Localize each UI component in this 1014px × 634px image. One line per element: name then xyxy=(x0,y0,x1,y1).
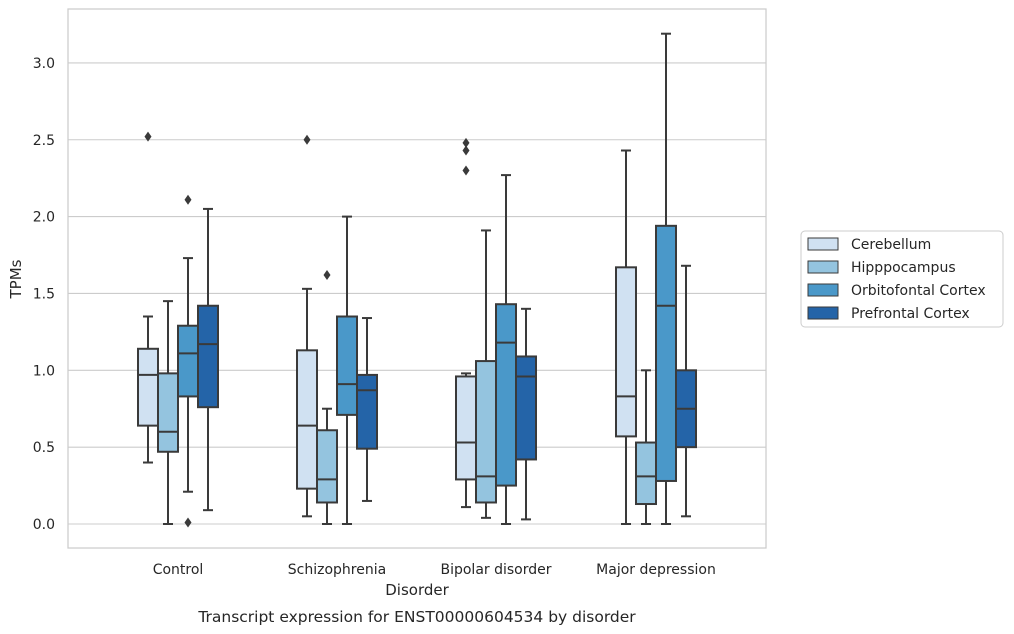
plot-frame xyxy=(67,8,767,549)
box-hipppocampus-2 xyxy=(475,229,497,519)
outlier-point xyxy=(144,131,152,142)
box-body xyxy=(157,372,179,453)
box-orbitofontal-cortex-3 xyxy=(655,32,677,525)
box-prefrontal-cortex-0 xyxy=(197,207,219,512)
legend-swatch xyxy=(807,260,839,274)
box-body xyxy=(296,349,318,490)
legend-label: Prefrontal Cortex xyxy=(851,306,970,322)
box-hipppocampus-0 xyxy=(157,300,179,525)
y-tick-label: 0.0 xyxy=(33,517,55,533)
box-body xyxy=(455,375,477,481)
x-tick-label: Bipolar disorder xyxy=(440,562,551,578)
box-orbitofontal-cortex-0 xyxy=(177,194,199,528)
box-orbitofontal-cortex-1 xyxy=(336,215,358,525)
outlier-point xyxy=(184,194,192,205)
legend-label: Orbitofontal Cortex xyxy=(851,283,986,299)
legend-label: Hipppocampus xyxy=(851,260,956,276)
y-tick-label: 0.5 xyxy=(33,440,55,456)
box-prefrontal-cortex-2 xyxy=(515,307,537,521)
x-tick-label: Control xyxy=(153,562,204,578)
box-body xyxy=(635,441,657,506)
box-body xyxy=(177,324,199,398)
outlier-point xyxy=(462,165,470,176)
chart-caption: Transcript expression for ENST0000060453… xyxy=(197,608,636,626)
x-axis: Control Schizophrenia Bipolar disorder Majo… xyxy=(153,562,716,578)
legend-swatch xyxy=(807,283,839,297)
x-tick-label: Major depression xyxy=(596,562,716,578)
legend: Cerebellum Hipppocampus Orbitofontal Corte… xyxy=(800,230,1004,328)
box-hipppocampus-3 xyxy=(635,369,657,525)
box-body xyxy=(615,266,637,438)
y-tick-label: 2.5 xyxy=(33,133,55,149)
y-axis: 0.0 0.5 1.0 1.5 2.0 2.5 3.0 xyxy=(33,56,55,533)
y-tick-label: 3.0 xyxy=(33,56,55,72)
outlier-point xyxy=(184,517,192,528)
box-body xyxy=(515,355,537,461)
box-cerebellum-1 xyxy=(296,134,318,518)
outlier-point xyxy=(323,270,331,281)
box-body xyxy=(475,360,497,504)
y-axis-label: TPMs xyxy=(7,259,25,299)
outlier-point xyxy=(303,134,311,145)
outlier-point xyxy=(462,145,470,156)
legend-swatch xyxy=(807,237,839,251)
outlier-point xyxy=(462,137,470,148)
legend-entry: Orbitofontal Cortex xyxy=(807,283,986,299)
legend-entry: Cerebellum xyxy=(807,237,931,253)
box-body xyxy=(336,315,358,416)
y-tick-label: 2.0 xyxy=(33,210,55,226)
y-tick-label: 1.0 xyxy=(33,363,55,379)
x-axis-label: Disorder xyxy=(385,581,449,599)
box-prefrontal-cortex-3 xyxy=(675,264,697,518)
box-body xyxy=(137,347,159,427)
plot-area xyxy=(137,32,697,528)
box-hipppocampus-1 xyxy=(316,270,338,525)
box-body xyxy=(655,224,677,482)
box-body xyxy=(495,303,517,487)
legend-label: Cerebellum xyxy=(851,237,931,253)
legend-swatch xyxy=(807,306,839,320)
legend-entry: Hipppocampus xyxy=(807,260,956,276)
y-tick-label: 1.5 xyxy=(33,286,55,302)
box-body xyxy=(197,304,219,409)
x-tick-label: Schizophrenia xyxy=(288,562,386,578)
legend-entry: Prefrontal Cortex xyxy=(807,306,970,322)
legend-frame xyxy=(800,230,1004,328)
box-body xyxy=(316,429,338,504)
box-prefrontal-cortex-1 xyxy=(356,317,378,502)
box-cerebellum-0 xyxy=(137,131,159,464)
box-body xyxy=(356,373,378,450)
box-cerebellum-3 xyxy=(615,149,637,525)
box-cerebellum-2 xyxy=(455,137,477,509)
